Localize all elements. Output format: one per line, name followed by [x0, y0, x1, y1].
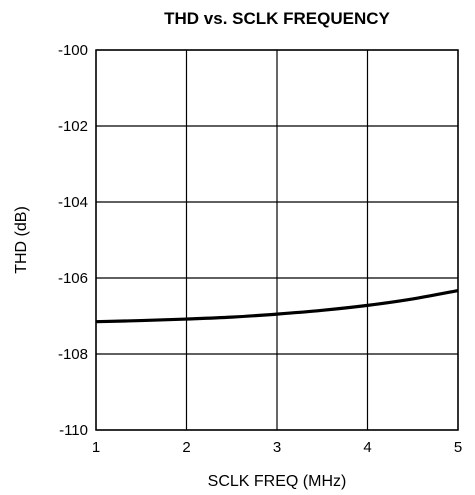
grid	[95, 49, 459, 431]
y-tick-label: -108	[58, 346, 88, 363]
series-line	[95, 288, 459, 324]
x-tick-label: 5	[454, 439, 462, 456]
x-tick-label: 3	[273, 439, 281, 456]
y-axis-label: THD (dB)	[13, 206, 30, 274]
plot-frame	[95, 49, 459, 431]
x-axis-label: SCLK FREQ (MHz)	[208, 473, 347, 490]
y-tick-labels: -110 -108 -106 -104 -102 -100	[58, 42, 88, 439]
x-tick-labels: 1 2 3 4 5	[92, 439, 462, 456]
y-tick-label: -104	[58, 194, 88, 211]
y-tick-label: -100	[58, 42, 88, 59]
chart-title: THD vs. SCLK FREQUENCY	[164, 9, 390, 28]
x-tick-label: 1	[92, 439, 100, 456]
x-tick-label: 4	[363, 439, 371, 456]
x-tick-label: 2	[182, 439, 190, 456]
y-tick-label: -106	[58, 270, 88, 287]
y-tick-label: -110	[59, 422, 88, 439]
series-layer	[95, 288, 459, 324]
y-tick-label: -102	[58, 118, 88, 135]
